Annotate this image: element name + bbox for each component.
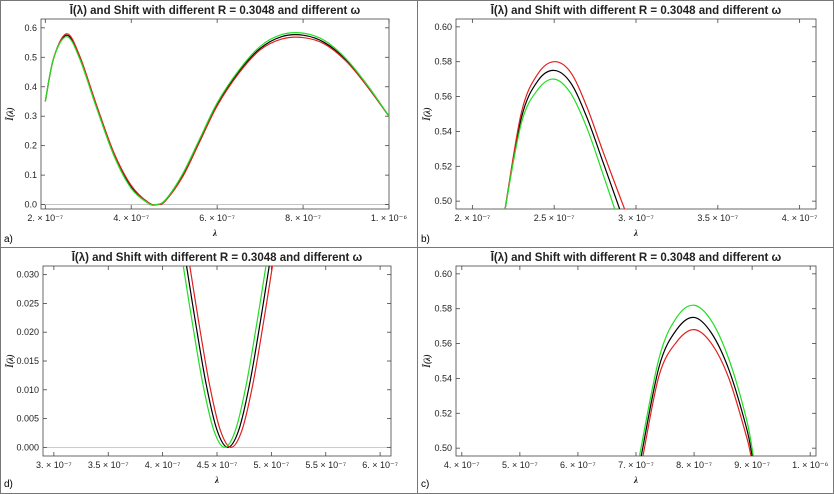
x-tick-label: 7. × 10⁻⁷ [618, 460, 654, 470]
chart-panel-d: Ī(λ) and Shift with different R = 0.3048… [5, 252, 398, 485]
panel-c-label: c) [421, 479, 430, 490]
y-tick-label: 0.4 [24, 82, 37, 92]
chart-panel-a: Ī(λ) and Shift with different R = 0.3048… [5, 5, 408, 238]
x-tick-label: 6. × 10⁻⁷ [199, 213, 235, 223]
y-tick-label: 0.5 [24, 52, 37, 62]
panel-d-title: Ī(λ) and Shift with different R = 0.3048… [71, 252, 363, 264]
plot-frame [42, 265, 392, 457]
y-tick-label: 0.50 [434, 196, 452, 206]
x-tick-label: 6. × 10⁻⁷ [362, 460, 398, 470]
panel-d: Ī(λ) and Shift with different R = 0.3048… [0, 247, 418, 494]
series-line-green [182, 266, 267, 448]
series-line-green [638, 304, 754, 456]
x-tick-label: 2. × 10⁻⁷ [454, 213, 490, 223]
x-tick-label: 9. × 10⁻⁷ [734, 460, 770, 470]
x-tick-label: 2. × 10⁻⁷ [27, 213, 63, 223]
y-tick-label: 0.60 [434, 22, 452, 32]
y-tick-label: 0.025 [16, 298, 39, 308]
series-line-green [504, 78, 616, 209]
chart-panel-b: Ī(λ) and Shift with different R = 0.3048… [422, 5, 818, 238]
x-tick-label: 1. × 10⁻⁶ [792, 460, 829, 470]
x-tick-label: 2.5 × 10⁻⁷ [534, 213, 575, 223]
x-tick-label: 3. × 10⁻⁷ [618, 213, 654, 223]
x-tick-label: 4. × 10⁻⁷ [113, 213, 149, 223]
x-tick-label: 8. × 10⁻⁷ [285, 213, 321, 223]
x-tick-label: 4. × 10⁻⁷ [145, 460, 181, 470]
y-tick-label: 0.2 [24, 141, 37, 151]
series-line-green [44, 31, 389, 206]
panel-b-title: Ī(λ) and Shift with different R = 0.3048… [490, 5, 782, 17]
y-tick-label: 0.54 [434, 373, 452, 383]
x-axis-label: λ [214, 475, 219, 485]
series-line-red [504, 61, 626, 209]
y-tick-label: 0.000 [16, 442, 39, 452]
y-tick-label: 0.0 [24, 200, 37, 210]
y-tick-label: 0.56 [434, 92, 452, 102]
x-tick-label: 5. × 10⁻⁷ [502, 460, 538, 470]
x-tick-label: 5.5 × 10⁻⁷ [305, 460, 346, 470]
chart-panel-c: Ī(λ) and Shift with different R = 0.3048… [422, 252, 829, 485]
x-tick-label: 1. × 10⁻⁶ [371, 213, 408, 223]
y-tick-label: 0.1 [24, 170, 37, 180]
panel-d-label: d) [4, 479, 13, 490]
panel-c: Ī(λ) and Shift with different R = 0.3048… [417, 247, 834, 494]
y-tick-label: 0.58 [434, 304, 452, 314]
series-line-black [640, 316, 753, 456]
y-axis-label: Ī(λ) [422, 107, 432, 122]
y-tick-label: 0.020 [16, 327, 39, 337]
series-line-red [642, 329, 752, 456]
y-tick-label: 0.56 [434, 339, 452, 349]
y-tick-label: 0.005 [16, 414, 39, 424]
y-tick-label: 0.54 [434, 126, 452, 136]
series-line-red [189, 266, 274, 448]
y-tick-label: 0.6 [24, 23, 37, 33]
y-axis-label: Ī(λ) [422, 354, 432, 369]
x-tick-label: 4. × 10⁻⁷ [782, 213, 818, 223]
plot-frame [40, 18, 390, 210]
y-tick-label: 0.030 [16, 270, 39, 280]
panel-c-title: Ī(λ) and Shift with different R = 0.3048… [490, 252, 782, 264]
x-axis-label: λ [633, 228, 638, 238]
x-tick-label: 4. × 10⁻⁷ [444, 460, 480, 470]
x-axis-label: λ [212, 228, 217, 238]
series-line-black [44, 34, 389, 206]
y-tick-label: 0.015 [16, 356, 39, 366]
x-tick-label: 6. × 10⁻⁷ [560, 460, 596, 470]
panel-a-label: a) [4, 234, 13, 245]
x-tick-label: 8. × 10⁻⁷ [676, 460, 712, 470]
x-tick-label: 3.5 × 10⁻⁷ [697, 213, 738, 223]
x-axis-label: λ [633, 475, 638, 485]
y-tick-label: 0.52 [434, 161, 452, 171]
y-tick-label: 0.58 [434, 57, 452, 67]
panel-a: Ī(λ) and Shift with different R = 0.3048… [0, 0, 418, 248]
x-tick-label: 5. × 10⁻⁷ [253, 460, 289, 470]
y-axis-label: Ī(λ) [5, 107, 15, 122]
panel-b-label: b) [421, 234, 430, 245]
x-tick-label: 3.5 × 10⁻⁷ [88, 460, 129, 470]
panel-b: Ī(λ) and Shift with different R = 0.3048… [417, 0, 834, 248]
y-tick-label: 0.60 [434, 269, 452, 279]
plot-frame [455, 265, 817, 457]
y-tick-label: 0.010 [16, 385, 39, 395]
x-tick-label: 3. × 10⁻⁷ [36, 460, 72, 470]
y-tick-label: 0.50 [434, 443, 452, 453]
y-tick-label: 0.52 [434, 408, 452, 418]
panel-a-title: Ī(λ) and Shift with different R = 0.3048… [69, 5, 361, 17]
x-tick-label: 4.5 × 10⁻⁷ [197, 460, 238, 470]
series-line-red [44, 33, 389, 206]
y-tick-label: 0.3 [24, 111, 37, 121]
series-line-black [185, 266, 270, 448]
series-line-black [504, 69, 621, 209]
y-axis-label: Ī(λ) [5, 354, 15, 369]
